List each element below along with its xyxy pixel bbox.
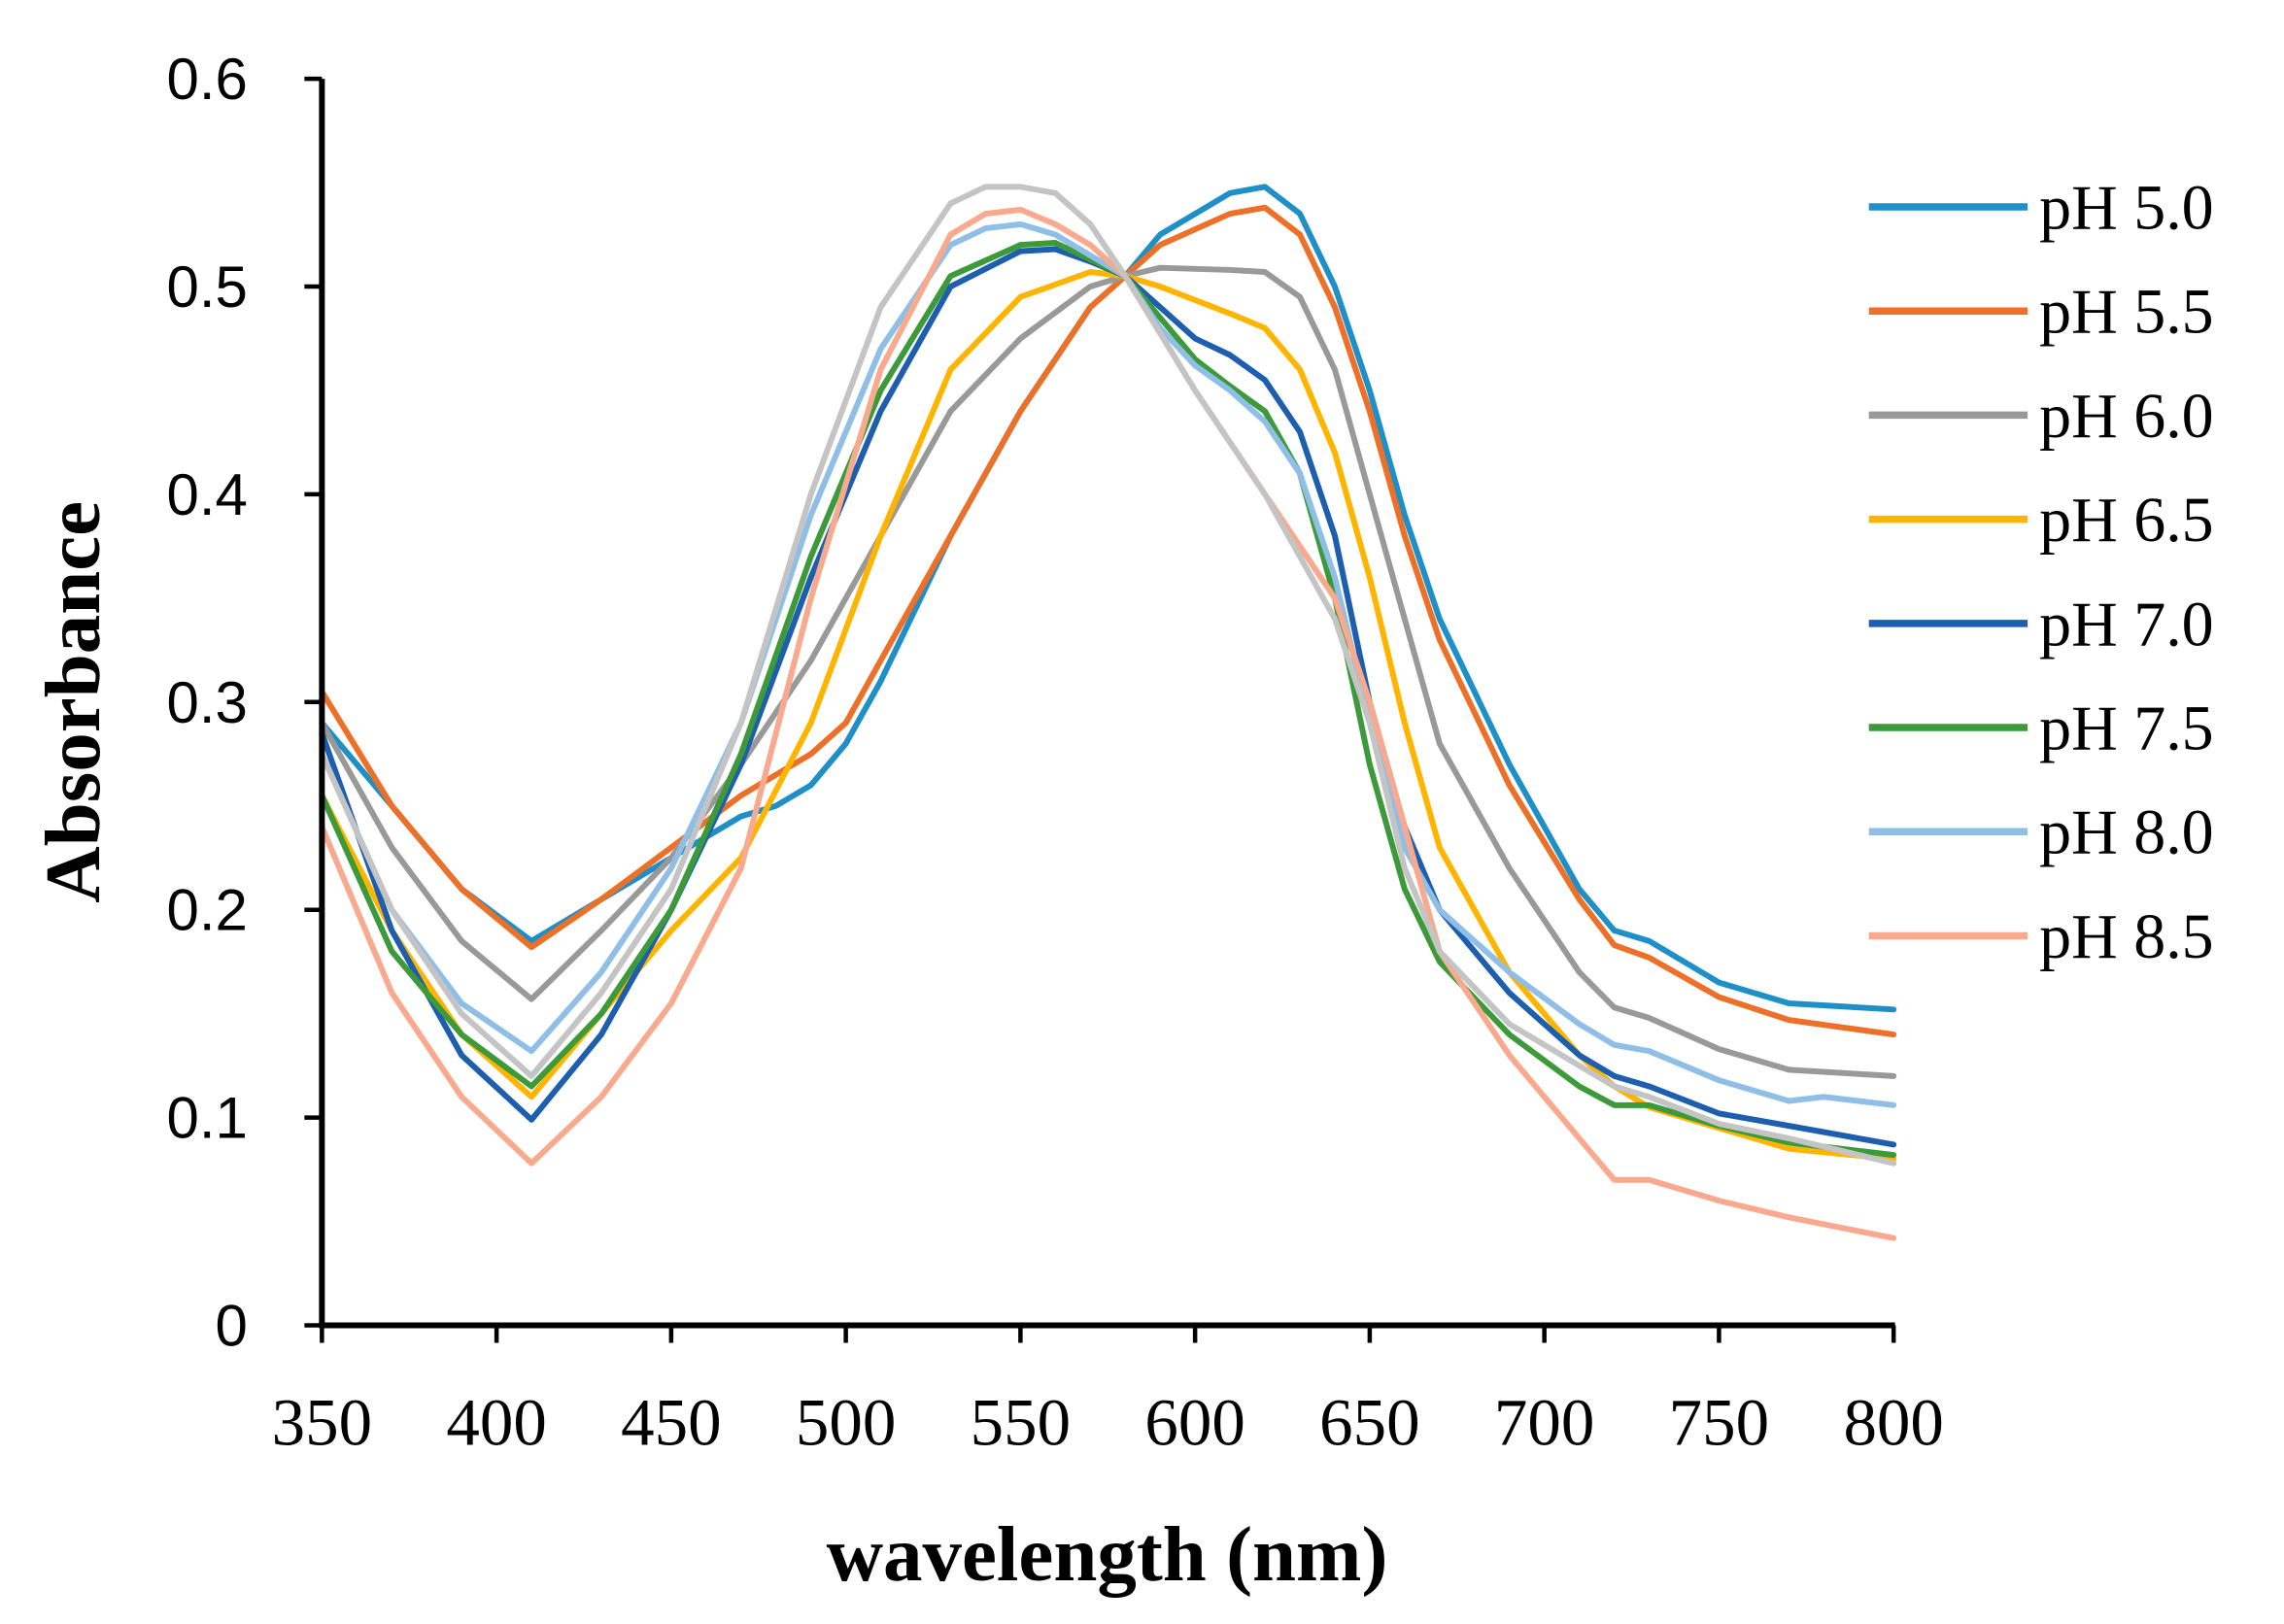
y-tick-label: 0.1 <box>167 1086 248 1151</box>
y-tick-label: 0.5 <box>167 254 248 320</box>
y-axis-label: Absorbance <box>29 501 117 903</box>
x-tick-label: 600 <box>1144 1385 1244 1459</box>
x-tick-label: 700 <box>1494 1385 1594 1459</box>
x-tick-label: 750 <box>1669 1385 1769 1459</box>
x-ticks: 350 400 450 500 550 600 650 700 750 800 <box>272 1325 1944 1459</box>
series-lines <box>319 184 1897 1241</box>
series-line-ph-6-5 <box>319 269 1897 1163</box>
series-line-unlabeled <box>319 184 1897 1167</box>
legend-label: pH 6.0 <box>2039 381 2214 452</box>
y-tick-label: 0.2 <box>167 878 248 943</box>
y-tick-label: 0 <box>216 1294 248 1359</box>
x-tick-label: 800 <box>1843 1385 1943 1459</box>
legend: pH 5.0 pH 5.5 pH 6.0 pH 6.5 pH 7.0 pH 7.5 pH 8… <box>1868 173 2214 972</box>
legend-label: pH 5.5 <box>2039 277 2214 348</box>
legend-label: pH 5.0 <box>2039 173 2214 244</box>
series-line-ph-7-5 <box>319 240 1897 1159</box>
legend-label: pH 6.5 <box>2039 485 2214 556</box>
series-line-ph-6-0 <box>319 264 1897 1079</box>
series-line-ph-7-0 <box>319 246 1897 1148</box>
y-ticks: 0 0.1 0.2 0.3 0.4 0.5 0.6 <box>167 47 323 1359</box>
series-line-ph-5-0 <box>319 184 1897 1013</box>
x-tick-label: 500 <box>796 1385 896 1459</box>
y-tick-label: 0.4 <box>167 462 248 527</box>
legend-label: pH 7.5 <box>2039 694 2214 764</box>
legend-label: pH 7.0 <box>2039 589 2214 660</box>
x-tick-label: 400 <box>446 1385 546 1459</box>
x-axis-label: wavelength (nm) <box>827 1510 1388 1598</box>
legend-label: pH 8.0 <box>2039 797 2214 868</box>
series-line-ph-5-5 <box>319 204 1897 1038</box>
legend-label: pH 8.5 <box>2039 901 2214 972</box>
x-tick-label: 550 <box>971 1385 1071 1459</box>
x-tick-label: 450 <box>621 1385 721 1459</box>
x-tick-label: 650 <box>1319 1385 1419 1459</box>
x-tick-label: 350 <box>272 1385 372 1459</box>
y-tick-label: 0.6 <box>167 47 248 112</box>
y-tick-label: 0.3 <box>167 670 248 735</box>
series-line-ph-8-0 <box>319 220 1897 1108</box>
series-line-ph-8-5 <box>319 206 1897 1241</box>
